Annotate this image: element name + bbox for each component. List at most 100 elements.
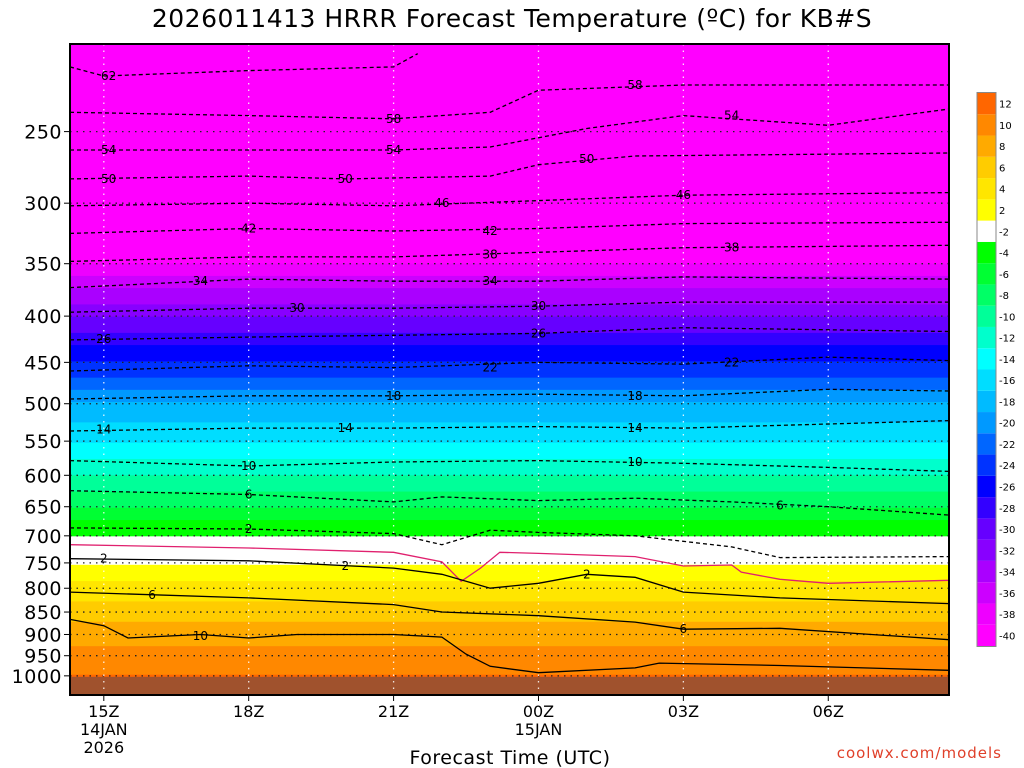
y-tick-label: 700 (24, 526, 62, 548)
temperature-band (70, 532, 949, 537)
temperature-band (70, 218, 949, 224)
temperature-band (70, 247, 949, 253)
contour-label: 6 (776, 499, 784, 513)
isotherm-line (70, 419, 949, 432)
y-tick-label: 650 (24, 497, 62, 519)
colorbar-swatch (977, 603, 996, 625)
temperature-band (70, 198, 949, 204)
temperature-band (70, 560, 949, 566)
isotherm-line (70, 108, 949, 151)
temperature-band (70, 279, 949, 285)
temperature-band (70, 68, 949, 74)
temperature-band (70, 503, 949, 509)
temperature-band (70, 166, 949, 171)
source-credit: coolwx.com/models (836, 744, 1002, 762)
colorbar-swatch (977, 454, 996, 476)
temperature-band (70, 556, 949, 562)
isotherm-line (70, 53, 419, 77)
temperature-band (70, 113, 949, 118)
temperature-band (70, 304, 949, 310)
contour-label: 58 (386, 112, 401, 126)
temperature-band (70, 137, 949, 143)
y-tick-label: 500 (24, 394, 62, 416)
temperature-band (70, 507, 949, 513)
contour-label: 54 (101, 143, 116, 157)
temperature-band (70, 296, 949, 301)
temperature-band (70, 157, 949, 163)
x-tick-label: 18Z (233, 702, 264, 721)
temperature-band (70, 235, 949, 240)
colorbar-label: -24 (999, 461, 1015, 472)
contour-label: 18 (627, 389, 642, 403)
temperature-band (70, 585, 949, 590)
temperature-band (70, 414, 949, 419)
temperature-band (70, 182, 949, 188)
colorbar-swatch (977, 624, 996, 646)
colorbar-swatch (977, 348, 996, 370)
contour-label: 34 (193, 274, 208, 288)
colorbar-label: 2 (999, 206, 1005, 217)
terrain-band (70, 676, 949, 695)
isotherm-line (70, 244, 949, 263)
temperature-band (70, 288, 949, 293)
temperature-band (70, 373, 949, 379)
x-tick-label: 15Z (88, 702, 119, 721)
temperature-band (70, 601, 949, 607)
temperature-band (70, 625, 949, 631)
temperature-band (70, 593, 949, 598)
temperature-band (70, 161, 949, 167)
colorbar-swatch (977, 178, 996, 200)
contour-label: 14 (627, 421, 642, 435)
temperature-band (70, 422, 949, 428)
temperature-band (70, 377, 949, 383)
temperature-band (70, 300, 949, 305)
temperature-band (70, 369, 949, 375)
colorbar-label: -16 (999, 376, 1015, 387)
chart-title: 2026011413 HRRR Forecast Temperature (ºC… (151, 4, 873, 33)
temperature-band (70, 308, 949, 314)
contour-label: 54 (386, 143, 401, 157)
temperature-band (70, 662, 949, 668)
temperature-band (70, 186, 949, 192)
temperature-band (70, 88, 949, 94)
colorbar-swatch (977, 433, 996, 455)
temperature-band (70, 174, 949, 179)
temperature-band (70, 410, 949, 415)
temperature-band (70, 255, 949, 261)
colorbar-swatch (977, 518, 996, 540)
temperature-band (70, 263, 949, 269)
contour-label: 2 (100, 552, 108, 566)
temperature-band (70, 446, 949, 452)
contour-label: 14 (338, 421, 353, 435)
temperature-band (70, 454, 949, 460)
y-tick-label: 850 (24, 602, 62, 624)
colorbar-label: 8 (999, 142, 1005, 153)
temperature-band (70, 459, 949, 464)
temperature-band (70, 393, 949, 399)
temperature-band (70, 125, 949, 131)
contour-label: 54 (724, 109, 739, 123)
colorbar-label: -2 (999, 227, 1009, 238)
plot-grid (70, 44, 949, 695)
temperature-band (70, 96, 949, 102)
temperature-band (70, 316, 949, 322)
temperature-band (70, 487, 949, 493)
contour-label: 42 (241, 222, 256, 236)
temperature-band (70, 72, 949, 78)
colorbar-label: -32 (999, 546, 1015, 557)
isotherm-line (70, 544, 949, 584)
contour-label: 10 (627, 455, 642, 469)
colorbar-swatch (977, 241, 996, 264)
temperature-band (70, 141, 949, 147)
temperature-band (70, 438, 949, 444)
colorbar-swatch (977, 305, 996, 327)
temperature-band (70, 353, 949, 358)
temperature-band (70, 153, 949, 159)
temperature-band (70, 613, 949, 619)
temperature-band (70, 133, 949, 139)
temperature-band (70, 536, 949, 541)
colorbar-label: -38 (999, 610, 1015, 621)
temperature-band (70, 642, 949, 647)
contour-label: 30 (531, 299, 546, 313)
